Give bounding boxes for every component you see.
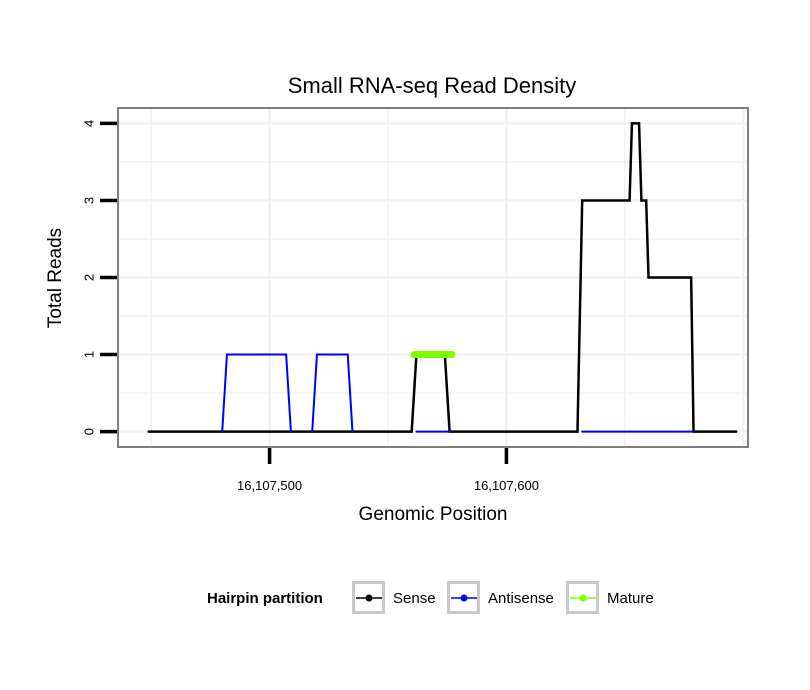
y-tick-label: 0 bbox=[81, 428, 96, 435]
series-line-antisense bbox=[311, 353, 354, 433]
y-tick-label: 4 bbox=[81, 120, 96, 127]
x-axis: 16,107,500 16,107,600 bbox=[237, 448, 539, 493]
y-axis-title: Total Reads bbox=[45, 228, 66, 328]
y-axis: 0 1 2 3 4 bbox=[81, 120, 117, 435]
legend: Hairpin partition Sense Antisense Mature bbox=[207, 581, 654, 614]
legend-label: Mature bbox=[607, 590, 654, 607]
legend-key-dot bbox=[579, 594, 587, 602]
series-layer bbox=[147, 122, 738, 433]
x-tick-label: 16,107,600 bbox=[474, 478, 539, 493]
x-axis-title: Genomic Position bbox=[359, 504, 508, 525]
x-tick-label: 16,107,500 bbox=[237, 478, 302, 493]
series-line-antisense bbox=[221, 353, 292, 433]
chart-title: Small RNA-seq Read Density bbox=[288, 73, 577, 98]
legend-label: Sense bbox=[393, 590, 436, 607]
y-tick-label: 1 bbox=[81, 351, 96, 358]
y-tick-label: 2 bbox=[81, 274, 96, 281]
plot-panel-border bbox=[117, 107, 749, 448]
legend-key-dot bbox=[365, 594, 373, 602]
legend-key-dot bbox=[460, 594, 468, 602]
grid-lines bbox=[118, 108, 748, 447]
legend-label: Antisense bbox=[488, 590, 554, 607]
legend-title: Hairpin partition bbox=[207, 590, 323, 607]
y-tick-label: 3 bbox=[81, 197, 96, 204]
